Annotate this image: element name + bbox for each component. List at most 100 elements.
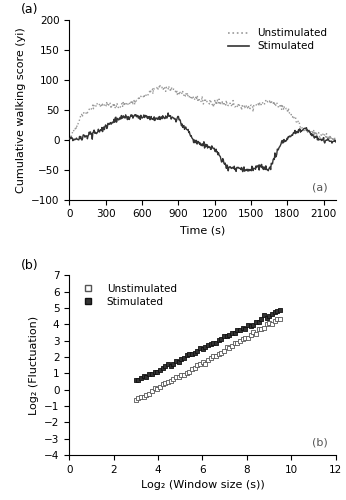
Point — [146, 390, 152, 398]
Point — [264, 320, 270, 328]
Point — [240, 324, 245, 332]
Point — [275, 315, 280, 323]
Point — [184, 350, 189, 358]
Text: (a): (a) — [21, 4, 39, 16]
Point — [256, 318, 262, 326]
Text: (b): (b) — [21, 258, 39, 272]
Legend: Unstimulated, Stimulated: Unstimulated, Stimulated — [225, 25, 330, 54]
Point — [179, 371, 184, 379]
Point — [224, 344, 229, 351]
Y-axis label: Log₂ (Fluctuation): Log₂ (Fluctuation) — [29, 316, 38, 414]
Point — [165, 360, 171, 368]
Point — [259, 325, 264, 333]
Point — [144, 372, 149, 380]
Point — [261, 312, 267, 320]
Point — [154, 384, 160, 392]
Point — [176, 358, 181, 366]
Point — [219, 336, 224, 344]
Point — [200, 344, 206, 352]
Point — [245, 334, 251, 342]
Point — [277, 306, 283, 314]
Point — [245, 322, 251, 330]
Point — [136, 394, 141, 402]
Point — [146, 370, 152, 378]
Point — [251, 322, 256, 330]
Point — [237, 326, 243, 334]
Point — [221, 347, 227, 355]
Point — [208, 354, 213, 362]
Point — [251, 328, 256, 336]
Point — [227, 344, 232, 352]
Point — [160, 364, 165, 372]
Point — [205, 341, 211, 349]
Point — [259, 315, 264, 323]
Point — [186, 350, 192, 358]
Point — [152, 384, 157, 392]
Point — [216, 336, 221, 344]
Point — [154, 368, 160, 376]
Point — [192, 348, 197, 356]
Point — [160, 380, 165, 388]
Point — [235, 339, 240, 347]
Point — [213, 352, 219, 360]
Point — [216, 350, 221, 358]
Point — [138, 374, 144, 382]
Point — [181, 371, 187, 379]
X-axis label: Log₂ (Window size (s)): Log₂ (Window size (s)) — [140, 480, 264, 490]
Point — [168, 362, 173, 370]
Point — [171, 360, 176, 368]
Point — [179, 356, 184, 364]
Point — [157, 383, 163, 391]
Point — [221, 332, 227, 340]
Point — [267, 320, 272, 328]
Text: (a): (a) — [312, 182, 328, 192]
Point — [224, 332, 229, 340]
Point — [253, 330, 259, 338]
Point — [197, 344, 203, 352]
Point — [240, 336, 245, 344]
Point — [136, 376, 141, 384]
Point — [141, 372, 147, 380]
Point — [219, 348, 224, 356]
Point — [253, 318, 259, 326]
Point — [267, 312, 272, 320]
Point — [141, 392, 147, 400]
Point — [162, 379, 168, 387]
Point — [144, 390, 149, 398]
Point — [149, 370, 155, 378]
Point — [269, 320, 275, 328]
Point — [200, 358, 206, 366]
Point — [232, 329, 237, 337]
Point — [171, 375, 176, 383]
Point — [227, 331, 232, 339]
Point — [264, 314, 270, 322]
Point — [272, 308, 277, 316]
Point — [149, 387, 155, 395]
Point — [202, 360, 208, 368]
Point — [168, 378, 173, 386]
Point — [229, 329, 235, 337]
Point — [229, 342, 235, 349]
Legend: Unstimulated, Stimulated: Unstimulated, Stimulated — [74, 280, 180, 310]
Point — [165, 378, 171, 386]
Point — [173, 356, 179, 364]
Point — [194, 347, 200, 355]
Point — [152, 368, 157, 376]
Point — [189, 364, 195, 372]
Point — [176, 374, 181, 382]
Point — [138, 394, 144, 402]
Point — [213, 339, 219, 347]
Text: (b): (b) — [312, 438, 328, 448]
Point — [186, 368, 192, 376]
Point — [189, 350, 195, 358]
Point — [269, 310, 275, 318]
Point — [173, 372, 179, 380]
Point — [235, 326, 240, 334]
Point — [202, 343, 208, 351]
Point — [210, 339, 216, 347]
Point — [133, 396, 138, 404]
Point — [197, 360, 203, 368]
Point — [194, 361, 200, 369]
Point — [181, 354, 187, 362]
Point — [248, 322, 254, 330]
